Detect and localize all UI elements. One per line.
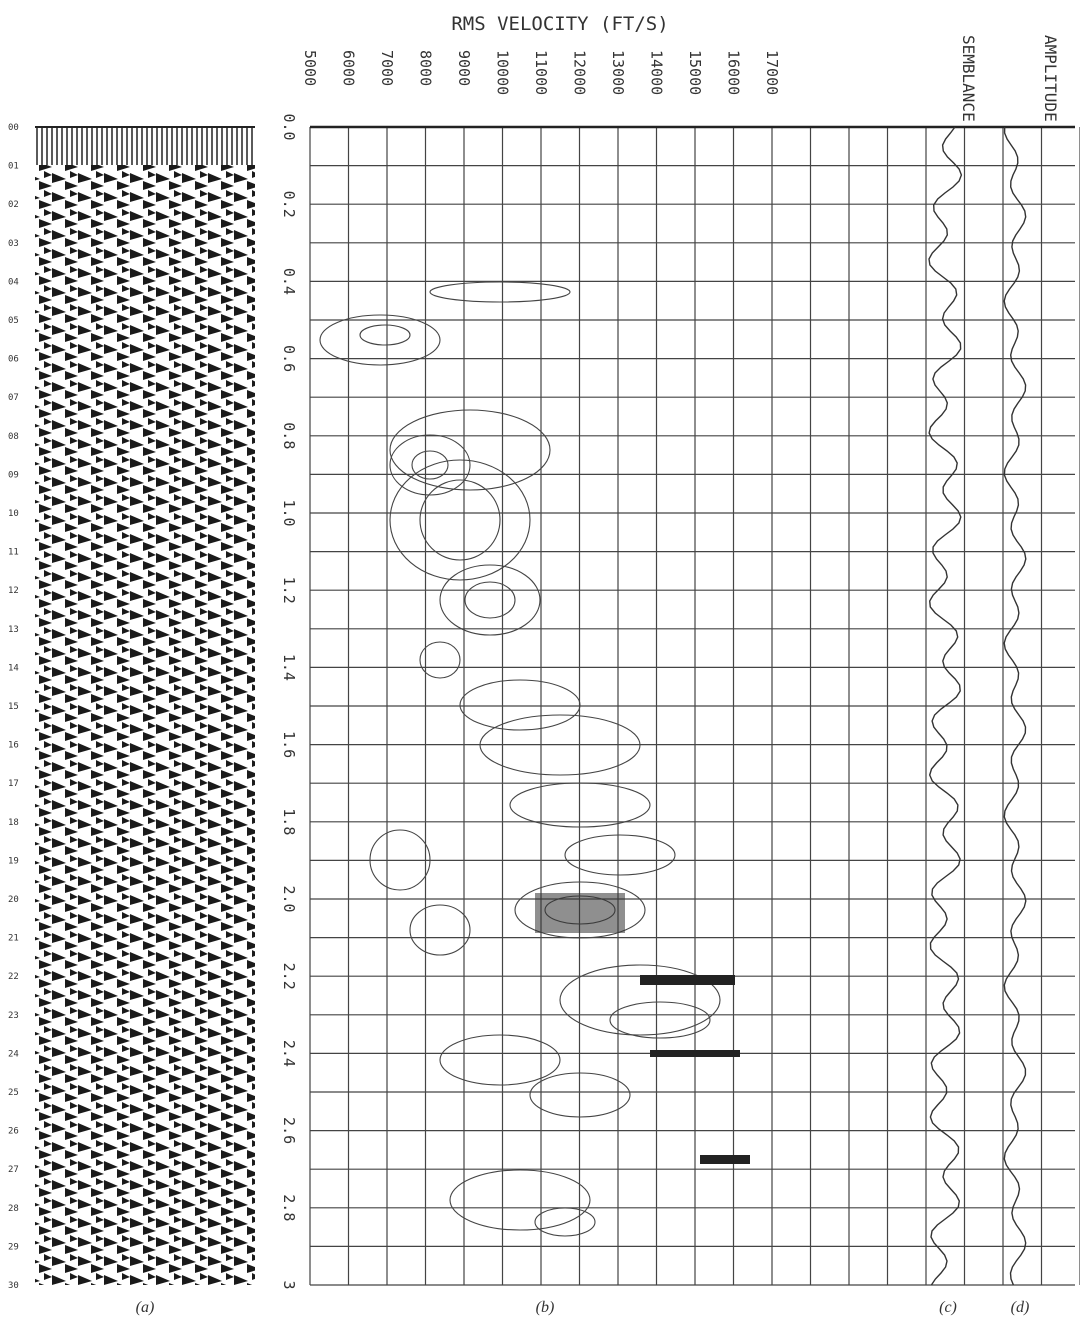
trace-time-label: 10: [8, 509, 19, 519]
trace-time-label: 12: [8, 586, 19, 596]
trace-time-label: 24: [8, 1049, 19, 1059]
time-tick-label: 0.0: [280, 113, 298, 140]
semblance-trace: [928, 126, 963, 1286]
trace-time-label: 17: [8, 779, 19, 789]
trace-time-label: 27: [8, 1165, 19, 1175]
time-tick-label: 0.2: [280, 191, 298, 218]
trace-time-label: 13: [8, 625, 19, 635]
trace-time-label: 05: [8, 316, 19, 326]
time-tick-label: 0.4: [280, 268, 298, 295]
time-tick-label: 1.6: [280, 731, 298, 758]
time-tick-label: 2.6: [280, 1117, 298, 1144]
velocity-tick-label: 6000: [340, 50, 358, 86]
semblance-label: SEMBLANCE: [959, 35, 978, 122]
trace-time-label: 03: [8, 239, 19, 249]
trace-time-label: 16: [8, 741, 19, 751]
panel-label: (a): [136, 1299, 155, 1316]
trace-time-label: 25: [8, 1088, 19, 1098]
velocity-tick-label: 17000: [763, 50, 781, 95]
trace-time-label: 23: [8, 1011, 19, 1021]
trace-time-label: 02: [8, 200, 19, 210]
trace-time-label: 22: [8, 972, 19, 982]
trace-time-label: 18: [8, 818, 19, 828]
trace-time-label: 07: [8, 393, 19, 403]
velocity-tick-label: 12000: [571, 50, 589, 95]
trace-time-label: 00: [8, 123, 19, 133]
trace-time-label: 28: [8, 1204, 19, 1214]
velocity-tick-label: 15000: [686, 50, 704, 95]
time-tick-label: 1.0: [280, 499, 298, 526]
velocity-tick-label: 8000: [417, 50, 435, 86]
time-tick-label: 2.0: [280, 885, 298, 912]
trace-time-label: 21: [8, 934, 19, 944]
time-tick-label: 0.6: [280, 345, 298, 372]
time-tick-label: 2.8: [280, 1194, 298, 1221]
velocity-tick-label: 11000: [532, 50, 550, 95]
title: RMS VELOCITY (FT/S): [451, 13, 668, 35]
trace-time-label: 08: [8, 432, 19, 442]
time-tick-label: 2.2: [280, 963, 298, 990]
velocity-tick-label: 7000: [378, 50, 396, 86]
seismic-panel: [35, 126, 255, 1285]
trace-time-label: 11: [8, 548, 19, 558]
velocity-tick-label: 9000: [455, 50, 473, 86]
velocity-tick-label: 14000: [648, 50, 666, 95]
amplitude-label: AMPLITUDE: [1041, 35, 1060, 122]
trace-time-label: 09: [8, 470, 19, 480]
velocity-tick-label: 16000: [725, 50, 743, 95]
time-tick-label: 3: [280, 1280, 298, 1289]
trace-time-label: 01: [8, 162, 19, 172]
velocity-tick-label: 10000: [494, 50, 512, 95]
velocity-tick-label: 13000: [609, 50, 627, 95]
time-tick-label: 1.4: [280, 654, 298, 681]
panel-label: (c): [939, 1299, 957, 1316]
trace-time-label: 06: [8, 355, 19, 365]
seismic-traces: [35, 165, 255, 1285]
panel-label: (d): [1011, 1299, 1030, 1316]
grid: [309, 125, 1080, 1286]
velocity-tick-label: 5000: [301, 50, 319, 86]
trace-time-label: 30: [8, 1281, 19, 1291]
time-tick-label: 1.2: [280, 577, 298, 604]
trace-time-label: 04: [8, 277, 19, 287]
trace-time-label: 26: [8, 1127, 19, 1137]
time-tick-label: 2.4: [280, 1040, 298, 1067]
contours: [319, 281, 750, 1237]
seismic-header: [35, 127, 255, 165]
trace-time-label: 14: [8, 663, 19, 673]
time-tick-label: 0.8: [280, 422, 298, 449]
trace-time-label: 15: [8, 702, 19, 712]
amplitude-trace: [1003, 126, 1027, 1286]
time-tick-label: 1.8: [280, 808, 298, 835]
trace-time-label: 29: [8, 1242, 19, 1252]
panel-label: (b): [536, 1299, 555, 1316]
trace-time-label: 20: [8, 895, 19, 905]
trace-time-label: 19: [8, 856, 19, 866]
